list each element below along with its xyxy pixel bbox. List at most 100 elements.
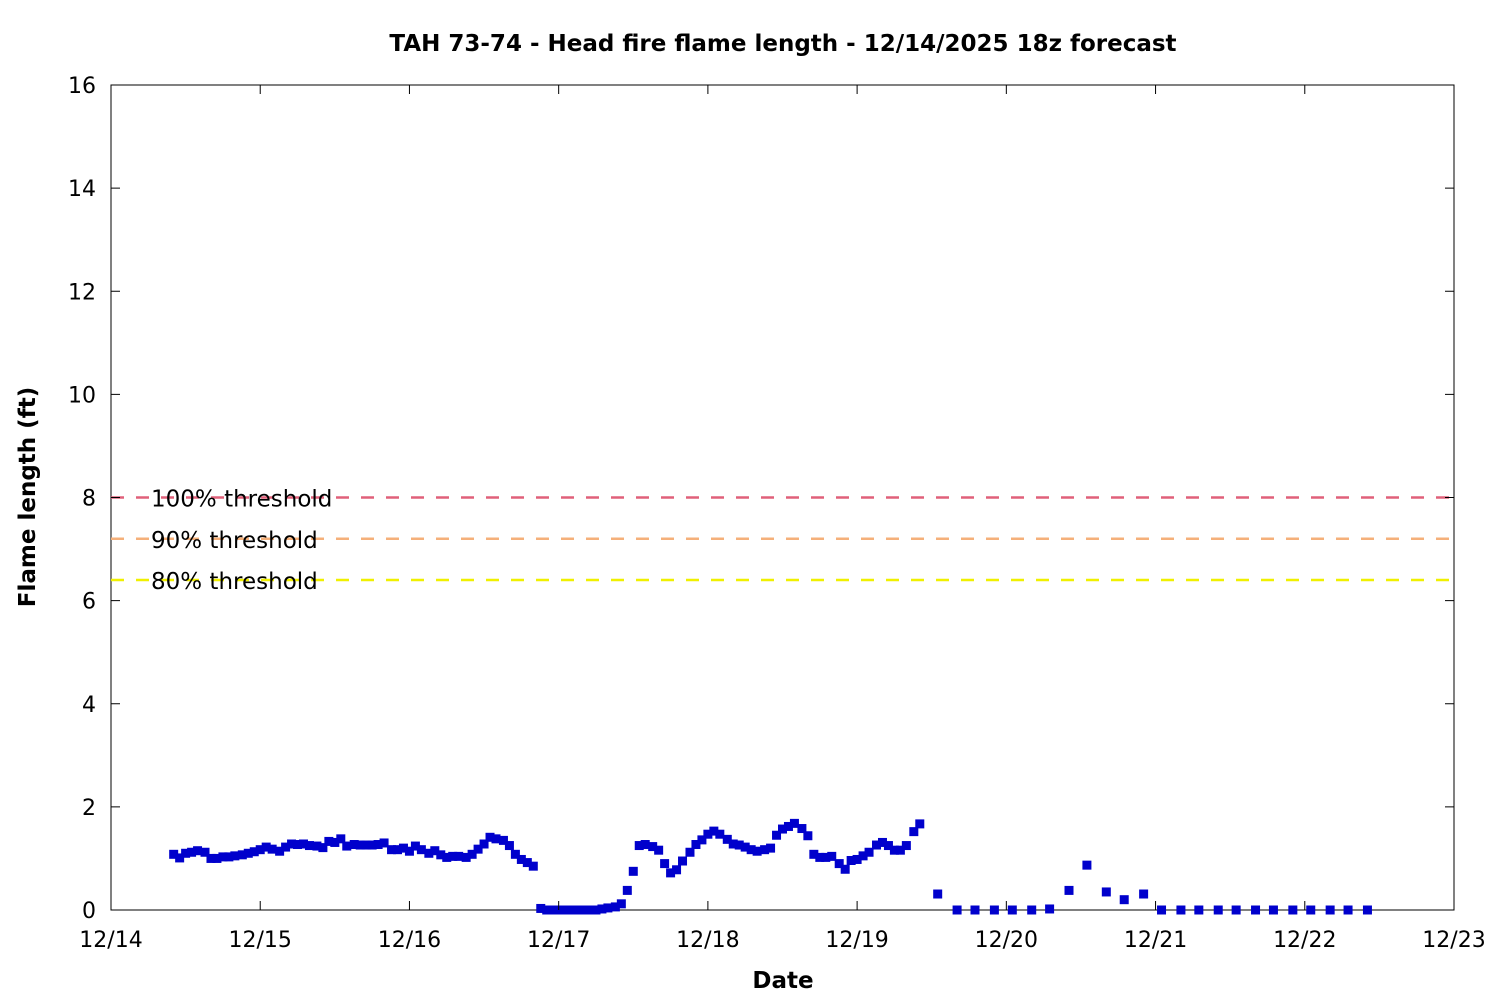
data-point	[622, 885, 632, 895]
data-point	[336, 834, 346, 844]
data-point	[889, 845, 899, 855]
data-point	[355, 840, 365, 850]
data-point	[187, 847, 197, 857]
data-point	[778, 824, 787, 834]
data-point	[504, 841, 514, 851]
y-tick-label: 4	[82, 693, 96, 718]
data-point	[616, 899, 626, 909]
data-point	[267, 844, 277, 854]
threshold-lines: 100% threshold 90% threshold 80% threshold	[111, 487, 1454, 595]
x-tick-label: 12/20	[975, 928, 1038, 953]
x-tick-label: 12/23	[1422, 928, 1485, 953]
data-point	[933, 889, 943, 899]
data-point	[610, 902, 620, 912]
data-point	[703, 829, 713, 839]
data-point	[560, 905, 570, 915]
x-tick-label: 12/21	[1124, 928, 1187, 953]
data-point	[516, 854, 526, 864]
data-point	[1194, 905, 1204, 915]
data-point	[895, 845, 905, 855]
data-point	[467, 849, 477, 859]
data-point	[1306, 905, 1316, 915]
threshold-label: 100% threshold	[151, 487, 332, 513]
data-point	[237, 850, 247, 860]
data-point	[1045, 904, 1055, 914]
data-point	[175, 853, 185, 863]
data-point	[342, 841, 352, 851]
data-point	[734, 840, 744, 850]
data-point	[212, 853, 222, 863]
data-point	[715, 829, 725, 839]
data-point	[498, 835, 508, 845]
data-point	[510, 849, 520, 859]
data-point	[654, 845, 664, 855]
data-point	[1213, 905, 1223, 915]
x-tick-label: 12/19	[825, 928, 888, 953]
data-point	[1064, 885, 1074, 895]
data-point	[901, 841, 911, 851]
y-tick-label: 16	[68, 74, 96, 99]
data-point	[287, 839, 297, 849]
data-point	[218, 852, 228, 862]
y-tick-label: 12	[68, 280, 96, 305]
data-point	[324, 836, 334, 846]
data-point	[728, 839, 738, 849]
data-point	[666, 868, 676, 878]
data-point	[424, 848, 434, 858]
x-tick-label: 12/17	[527, 928, 590, 953]
data-point	[815, 852, 825, 862]
data-point	[678, 856, 688, 866]
data-point	[783, 821, 793, 831]
data-point	[846, 856, 856, 865]
data-point	[864, 847, 874, 857]
data-point	[275, 846, 285, 856]
data-point	[840, 864, 850, 874]
data-point	[722, 834, 732, 844]
data-point	[249, 847, 259, 857]
data-point	[858, 851, 868, 861]
x-tick-label: 12/16	[378, 928, 441, 953]
data-point	[430, 846, 440, 856]
data-point	[1362, 905, 1372, 915]
data-point	[597, 904, 607, 914]
data-point	[1231, 905, 1241, 915]
data-point	[909, 827, 919, 837]
data-point	[1325, 905, 1335, 915]
data-point	[821, 852, 831, 862]
x-tick-label: 12/15	[229, 928, 292, 953]
data-point	[872, 840, 882, 850]
data-point	[169, 849, 179, 859]
y-tick-label: 8	[82, 487, 96, 512]
y-tick-label: 10	[68, 383, 96, 408]
data-point	[373, 840, 383, 850]
y-tick-label: 6	[82, 590, 96, 615]
data-point	[361, 840, 371, 850]
data-point	[410, 841, 420, 851]
data-point	[752, 846, 762, 856]
data-point	[628, 866, 638, 876]
data-point	[461, 852, 471, 862]
data-point	[255, 845, 265, 855]
data-point	[1007, 905, 1017, 915]
data-point	[772, 830, 782, 840]
data-point	[660, 859, 670, 869]
data-point	[367, 840, 377, 850]
data-point	[298, 839, 308, 849]
data-point	[740, 842, 750, 852]
data-point	[566, 905, 576, 915]
data-point	[387, 845, 397, 855]
data-point	[634, 841, 644, 851]
data-point	[585, 905, 595, 915]
data-point	[573, 905, 583, 915]
data-point	[1082, 860, 1092, 870]
data-point	[915, 819, 925, 829]
threshold-label: 80% threshold	[151, 569, 318, 595]
axis-ticks: 12/14 12/15 12/16 12/17 12/18 12/19 12/20 12/21…	[68, 74, 1486, 953]
data-point	[1176, 905, 1186, 915]
data-point	[1119, 895, 1129, 905]
data-point	[672, 865, 682, 875]
data-point	[852, 854, 862, 864]
data-point	[261, 842, 271, 852]
data-point	[379, 838, 389, 848]
data-point	[883, 841, 893, 851]
